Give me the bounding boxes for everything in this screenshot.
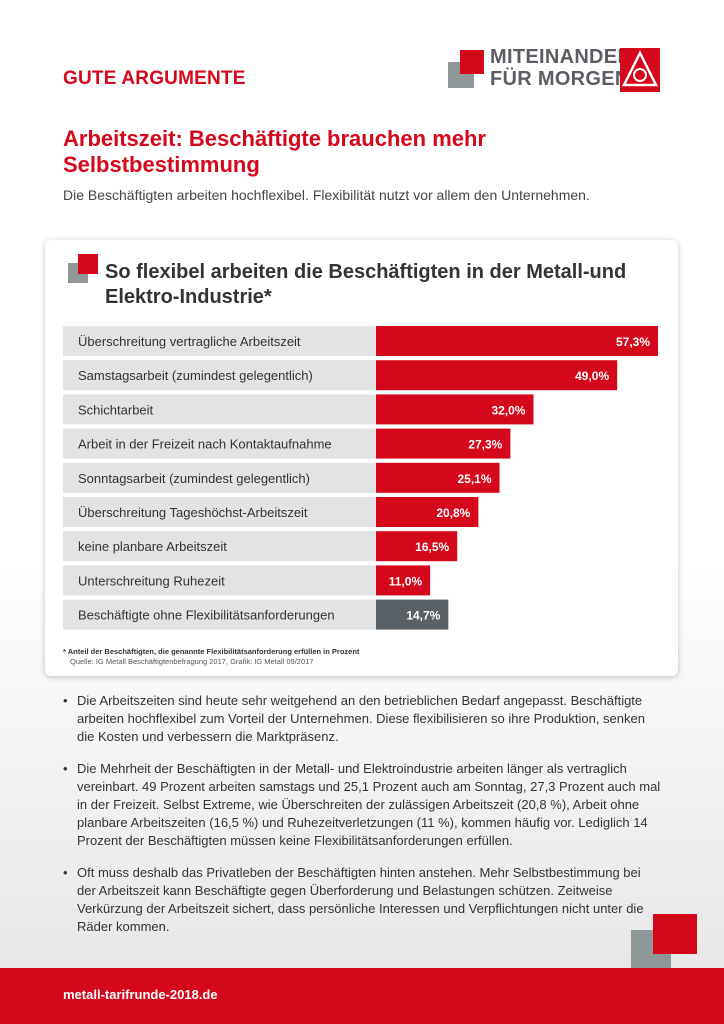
bullet-list: • Die Arbeitszeiten sind heute sehr weitg… [63, 692, 663, 950]
bar-value-label: 49,0% [575, 369, 609, 383]
bar [376, 360, 618, 391]
page-subtitle: Die Beschäftigten arbeiten hochflexibel.… [63, 187, 590, 203]
bar-value-label: 20,8% [436, 506, 470, 520]
bar-value-label: 57,3% [616, 335, 650, 349]
chart-source: Quelle: IG Metall Beschäftigtenbefragung… [70, 657, 314, 666]
bar [376, 326, 658, 356]
bullet-item: • Oft muss deshalb das Privatleben der Be… [63, 865, 644, 934]
bar [376, 462, 500, 493]
bar [376, 428, 511, 459]
bar [376, 599, 449, 630]
logo-red-square [460, 50, 484, 74]
footer-link[interactable]: metall-tarifrunde-2018.de [63, 987, 218, 1002]
category-label: keine planbare Arbeitszeit [78, 539, 227, 554]
bullet-text: Die Mehrheit der Beschäftigten in der Me… [77, 761, 661, 848]
ig-metall-logo-icon [620, 48, 660, 92]
bar-value-label: 32,0% [491, 403, 525, 417]
category-label: Überschreitung Tageshöchst-Arbeitszeit [78, 505, 308, 520]
logo: MITEINANDER FÜR MORGEN [448, 44, 663, 96]
logo-text-line1: MITEINANDER [490, 46, 633, 68]
header-label: GUTE ARGUMENTE [63, 68, 246, 89]
category-label: Sonntagsarbeit (zumindest gelegentlich) [78, 471, 310, 486]
chart-title: So flexibel arbeiten die Beschäftigten i… [105, 261, 627, 308]
bar-value-label: 25,1% [457, 472, 491, 486]
card-squares-icon [68, 252, 104, 286]
bullet-text: Die Arbeitszeiten sind heute sehr weitge… [77, 693, 645, 744]
category-label: Samstagsarbeit (zumindest gelegentlich) [78, 368, 313, 383]
category-band [63, 599, 376, 630]
category-band [63, 326, 376, 356]
category-label: Arbeit in der Freizeit nach Kontaktaufna… [78, 437, 332, 452]
category-band [63, 497, 376, 527]
footer-bar: metall-tarifrunde-2018.de [0, 968, 724, 1024]
bar-value-label: 11,0% [389, 574, 423, 588]
bar-chart-svg: Überschreitung vertragliche Arbeitszeit 5… [63, 326, 658, 630]
decorative-squares [631, 914, 701, 980]
chart-footnote: * Anteil der Beschäftigten, die genannte… [63, 647, 360, 656]
bar-chart: Überschreitung vertragliche Arbeitszeit 5… [63, 326, 663, 632]
bar-value-label: 16,5% [415, 540, 449, 554]
bar-value-label: 27,3% [468, 438, 502, 452]
category-band [63, 428, 376, 459]
bar-value-label: 14,7% [406, 609, 440, 623]
category-label: Schichtarbeit [78, 402, 154, 417]
category-label: Beschäftigte ohne Flexibilitätsanforderu… [78, 608, 335, 623]
category-band [63, 565, 376, 596]
bar [376, 497, 479, 527]
category-label: Überschreitung vertragliche Arbeitszeit [78, 334, 301, 349]
bar [376, 394, 534, 425]
logo-text-line2: FÜR MORGEN [490, 68, 630, 90]
bar [376, 565, 431, 596]
category-band [63, 394, 376, 425]
category-band [63, 531, 376, 562]
category-band [63, 360, 376, 391]
category-band [63, 462, 376, 493]
bullet-item: • Die Mehrheit der Beschäftigten in der M… [63, 761, 661, 848]
bullet-item: • Die Arbeitszeiten sind heute sehr weitg… [63, 693, 645, 744]
category-label: Unterschreitung Ruhezeit [78, 573, 225, 588]
bar [376, 531, 458, 562]
page-title: Arbeitszeit: Beschäftigte brauchen mehr … [63, 126, 486, 177]
bullet-text: Oft muss deshalb das Privatleben der Bes… [77, 865, 644, 934]
